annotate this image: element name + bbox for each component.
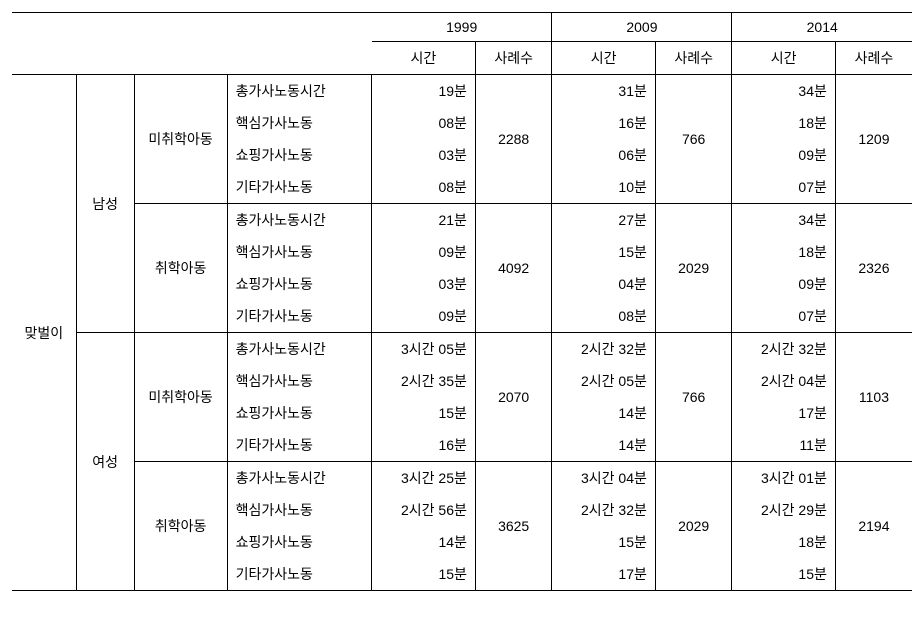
stub-female-pre: 미취학아동 bbox=[134, 333, 227, 462]
rowlabel: 기타가사노동 bbox=[227, 300, 372, 333]
rowlabel: 쇼핑가사노동 bbox=[227, 139, 372, 171]
cell: 3625 bbox=[475, 462, 552, 591]
cell: 15분 bbox=[552, 236, 655, 268]
cell: 17분 bbox=[552, 558, 655, 591]
cell: 3시간 01분 bbox=[732, 462, 835, 495]
cell: 11분 bbox=[732, 429, 835, 462]
cell: 09분 bbox=[372, 236, 475, 268]
year-2014: 2014 bbox=[732, 13, 912, 42]
cell: 2시간 32분 bbox=[552, 333, 655, 366]
cell: 08분 bbox=[552, 300, 655, 333]
cell: 34분 bbox=[732, 75, 835, 108]
cell: 09분 bbox=[732, 268, 835, 300]
sub-time-1999: 시간 bbox=[372, 42, 475, 75]
cell: 2288 bbox=[475, 75, 552, 204]
cell: 15분 bbox=[372, 558, 475, 591]
cell: 04분 bbox=[552, 268, 655, 300]
cell: 2시간 32분 bbox=[552, 494, 655, 526]
cell: 2시간 05분 bbox=[552, 365, 655, 397]
cell: 16분 bbox=[552, 107, 655, 139]
sub-time-2009: 시간 bbox=[552, 42, 655, 75]
cell: 21분 bbox=[372, 204, 475, 237]
cell: 766 bbox=[655, 333, 732, 462]
cell: 2시간 35분 bbox=[372, 365, 475, 397]
cell: 18분 bbox=[732, 107, 835, 139]
cell: 08분 bbox=[372, 171, 475, 204]
cell: 2070 bbox=[475, 333, 552, 462]
stub-male-pre: 미취학아동 bbox=[134, 75, 227, 204]
rowlabel: 쇼핑가사노동 bbox=[227, 268, 372, 300]
rowlabel: 기타가사노동 bbox=[227, 429, 372, 462]
cell: 2029 bbox=[655, 462, 732, 591]
cell: 766 bbox=[655, 75, 732, 204]
cell: 06분 bbox=[552, 139, 655, 171]
cell: 34분 bbox=[732, 204, 835, 237]
cell: 10분 bbox=[552, 171, 655, 204]
cell: 18분 bbox=[732, 236, 835, 268]
rowlabel: 기타가사노동 bbox=[227, 171, 372, 204]
cell: 15분 bbox=[372, 397, 475, 429]
cell: 27분 bbox=[552, 204, 655, 237]
cell: 07분 bbox=[732, 171, 835, 204]
cell: 3시간 04분 bbox=[552, 462, 655, 495]
stub-male: 남성 bbox=[76, 75, 134, 333]
stub-male-school: 취학아동 bbox=[134, 204, 227, 333]
rowlabel: 총가사노동시간 bbox=[227, 204, 372, 237]
cell: 2시간 56분 bbox=[372, 494, 475, 526]
rowlabel: 총가사노동시간 bbox=[227, 75, 372, 108]
rowlabel: 총가사노동시간 bbox=[227, 462, 372, 495]
rowlabel: 쇼핑가사노동 bbox=[227, 526, 372, 558]
year-2009: 2009 bbox=[552, 13, 732, 42]
stub-female-school: 취학아동 bbox=[134, 462, 227, 591]
cell: 15분 bbox=[732, 558, 835, 591]
cell: 14분 bbox=[372, 526, 475, 558]
cell: 14분 bbox=[552, 429, 655, 462]
cell: 1103 bbox=[835, 333, 912, 462]
cell: 31분 bbox=[552, 75, 655, 108]
rowlabel: 핵심가사노동 bbox=[227, 494, 372, 526]
year-1999: 1999 bbox=[372, 13, 552, 42]
cell: 14분 bbox=[552, 397, 655, 429]
cell: 3시간 25분 bbox=[372, 462, 475, 495]
rowlabel: 총가사노동시간 bbox=[227, 333, 372, 366]
cell: 03분 bbox=[372, 268, 475, 300]
cell: 08분 bbox=[372, 107, 475, 139]
cell: 03분 bbox=[372, 139, 475, 171]
cell: 09분 bbox=[372, 300, 475, 333]
cell: 2029 bbox=[655, 204, 732, 333]
cell: 2194 bbox=[835, 462, 912, 591]
rowlabel: 기타가사노동 bbox=[227, 558, 372, 591]
cell: 4092 bbox=[475, 204, 552, 333]
stub-group: 맞벌이 bbox=[12, 75, 76, 591]
cell: 07분 bbox=[732, 300, 835, 333]
housework-table: 1999 2009 2014 시간 사례수 시간 사례수 시간 사례수 맞벌이 … bbox=[12, 12, 912, 591]
cell: 09분 bbox=[732, 139, 835, 171]
sub-time-2014: 시간 bbox=[732, 42, 835, 75]
rowlabel: 핵심가사노동 bbox=[227, 236, 372, 268]
cell: 15분 bbox=[552, 526, 655, 558]
sub-count-2009: 사례수 bbox=[655, 42, 732, 75]
cell: 2326 bbox=[835, 204, 912, 333]
cell: 16분 bbox=[372, 429, 475, 462]
cell: 19분 bbox=[372, 75, 475, 108]
cell: 3시간 05분 bbox=[372, 333, 475, 366]
rowlabel: 쇼핑가사노동 bbox=[227, 397, 372, 429]
cell: 18분 bbox=[732, 526, 835, 558]
header-empty bbox=[12, 13, 372, 75]
rowlabel: 핵심가사노동 bbox=[227, 365, 372, 397]
cell: 1209 bbox=[835, 75, 912, 204]
sub-count-2014: 사례수 bbox=[835, 42, 912, 75]
cell: 17분 bbox=[732, 397, 835, 429]
stub-female: 여성 bbox=[76, 333, 134, 591]
rowlabel: 핵심가사노동 bbox=[227, 107, 372, 139]
cell: 2시간 04분 bbox=[732, 365, 835, 397]
cell: 2시간 32분 bbox=[732, 333, 835, 366]
cell: 2시간 29분 bbox=[732, 494, 835, 526]
sub-count-1999: 사례수 bbox=[475, 42, 552, 75]
